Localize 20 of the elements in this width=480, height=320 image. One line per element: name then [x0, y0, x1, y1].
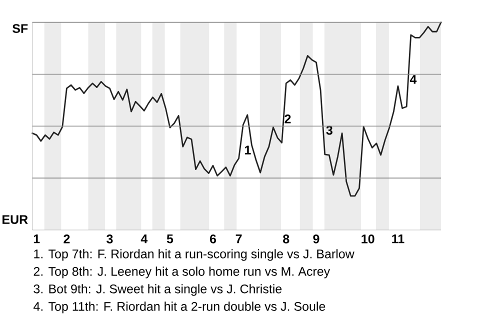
x-tick-label: 1 [34, 234, 40, 244]
x-tick-label: 5 [166, 234, 174, 244]
x-tick-label: 3 [106, 234, 113, 244]
x-tick-label: 10 [362, 234, 374, 244]
x-tick-label: 9 [313, 234, 320, 244]
x-tick-label: 11 [392, 234, 404, 244]
x-tick-label: 7 [236, 234, 242, 244]
text: EUR [2, 215, 28, 224]
annotation: 4 [410, 75, 417, 84]
x-tick-label: 8 [283, 234, 290, 244]
annotation: 2 [284, 114, 291, 124]
x-tick-label: 4 [140, 234, 148, 244]
text: 1. Top 7th: F. Riordan hit a run-scoring single vs J. Barlow [34, 249, 354, 261]
text: 2. Top 8th: J. Leeney hit a solo home run vs M. Acrey [34, 266, 330, 278]
text: SF [12, 24, 28, 33]
x-tick-label: 6 [210, 234, 216, 244]
text: 4. Top 11th: F. Riordan hit a 2-run double vs J. Soule [33, 302, 326, 314]
annotation: 1 [244, 146, 251, 154]
text: 3. Bot 9th: J. Sweet hit a single vs J. Christie [34, 284, 282, 296]
x-tick-label: 2 [64, 234, 70, 244]
